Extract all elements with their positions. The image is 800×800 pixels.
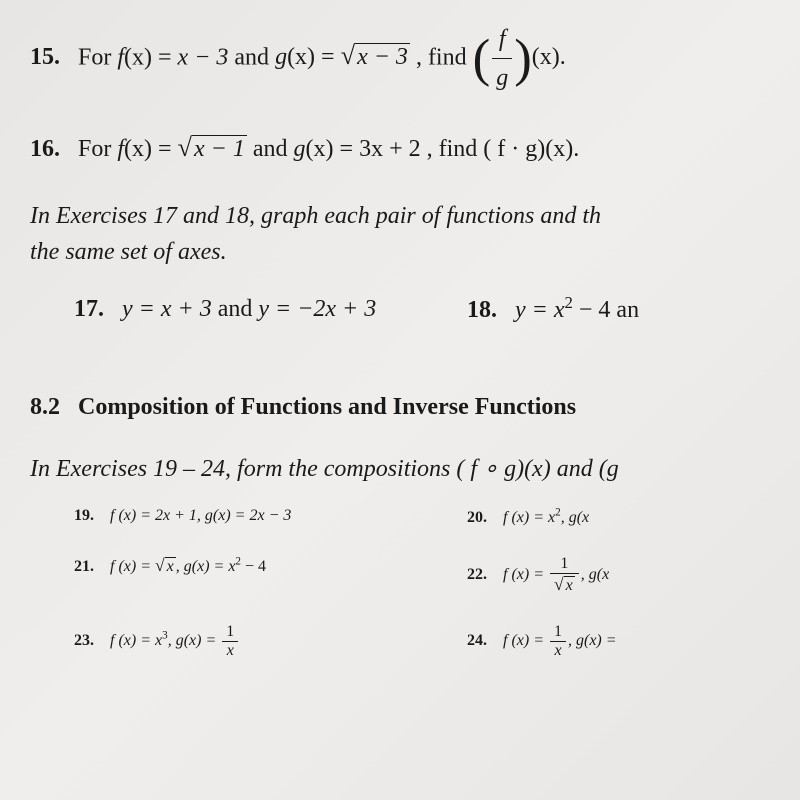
problem-18: 18. y = x2 − 4 an [467,290,800,329]
problem-15-find: , find [416,44,473,70]
problem-23: 23. f (x) = x3, g(x) = 1x [74,623,407,660]
instruction-17-18: In Exercises 17 and 18, graph each pair … [30,198,800,270]
problem-17-num: 17. [74,296,104,322]
problem-20-num: 20. [467,509,487,526]
problem-24-num: 24. [467,632,487,649]
problem-19: 19. f (x) = 2x + 1, g(x) = 2x − 3 [74,507,407,527]
problem-21-num: 21. [74,558,94,575]
problem-20: 20. f (x) = x2, g(x [467,507,800,527]
problem-16-find: , find [427,136,484,162]
problem-16-g: g(x) = 3x + 2 [294,136,427,162]
problem-16-prefix: For [78,136,117,162]
section-num: 8.2 [30,394,60,420]
problem-15-g: g(x) = x − 3 [275,44,416,70]
problem-19-num: 19. [74,507,94,524]
section-8-2: 8.2 Composition of Functions and Inverse… [30,394,800,421]
problem-23-num: 23. [74,632,94,649]
problem-16-f: f(x) = x − 1 [117,136,253,162]
problem-16-num: 16. [30,136,60,162]
row-23-24: 23. f (x) = x3, g(x) = 1x 24. f (x) = 1x… [74,623,800,660]
problem-22-num: 22. [467,566,487,583]
problem-16-result: ( f · g)(x). [483,136,579,162]
problem-15-and: and [234,44,275,70]
problem-17: 17. y = x + 3 and y = −2x + 3 [74,290,407,329]
section-title: Composition of Functions and Inverse Fun… [78,394,576,420]
problem-22: 22. f (x) = 1x, g(x [467,555,800,595]
row-19-20: 19. f (x) = 2x + 1, g(x) = 2x − 3 20. f … [74,507,800,527]
instruction-19-24: In Exercises 19 – 24, form the compositi… [30,451,800,487]
problem-21: 21. f (x) = x, g(x) = x2 − 4 [74,555,407,595]
problem-24: 24. f (x) = 1x, g(x) = [467,623,800,660]
problem-18-num: 18. [467,297,497,323]
problem-15-f: f(x) = x − 3 [117,44,234,70]
row-17-18: 17. y = x + 3 and y = −2x + 3 18. y = x2… [74,290,800,357]
problem-15-result: (fg)(x). [473,44,566,70]
problem-15-num: 15. [30,44,60,70]
problem-15-prefix: For [78,44,117,70]
row-21-22: 21. f (x) = x, g(x) = x2 − 4 22. f (x) =… [74,555,800,595]
problem-16: 16. For f(x) = x − 1 and g(x) = 3x + 2 ,… [30,126,800,168]
problem-16-and: and [253,136,294,162]
problem-15: 15. For f(x) = x − 3 and g(x) = x − 3 , … [30,20,800,98]
